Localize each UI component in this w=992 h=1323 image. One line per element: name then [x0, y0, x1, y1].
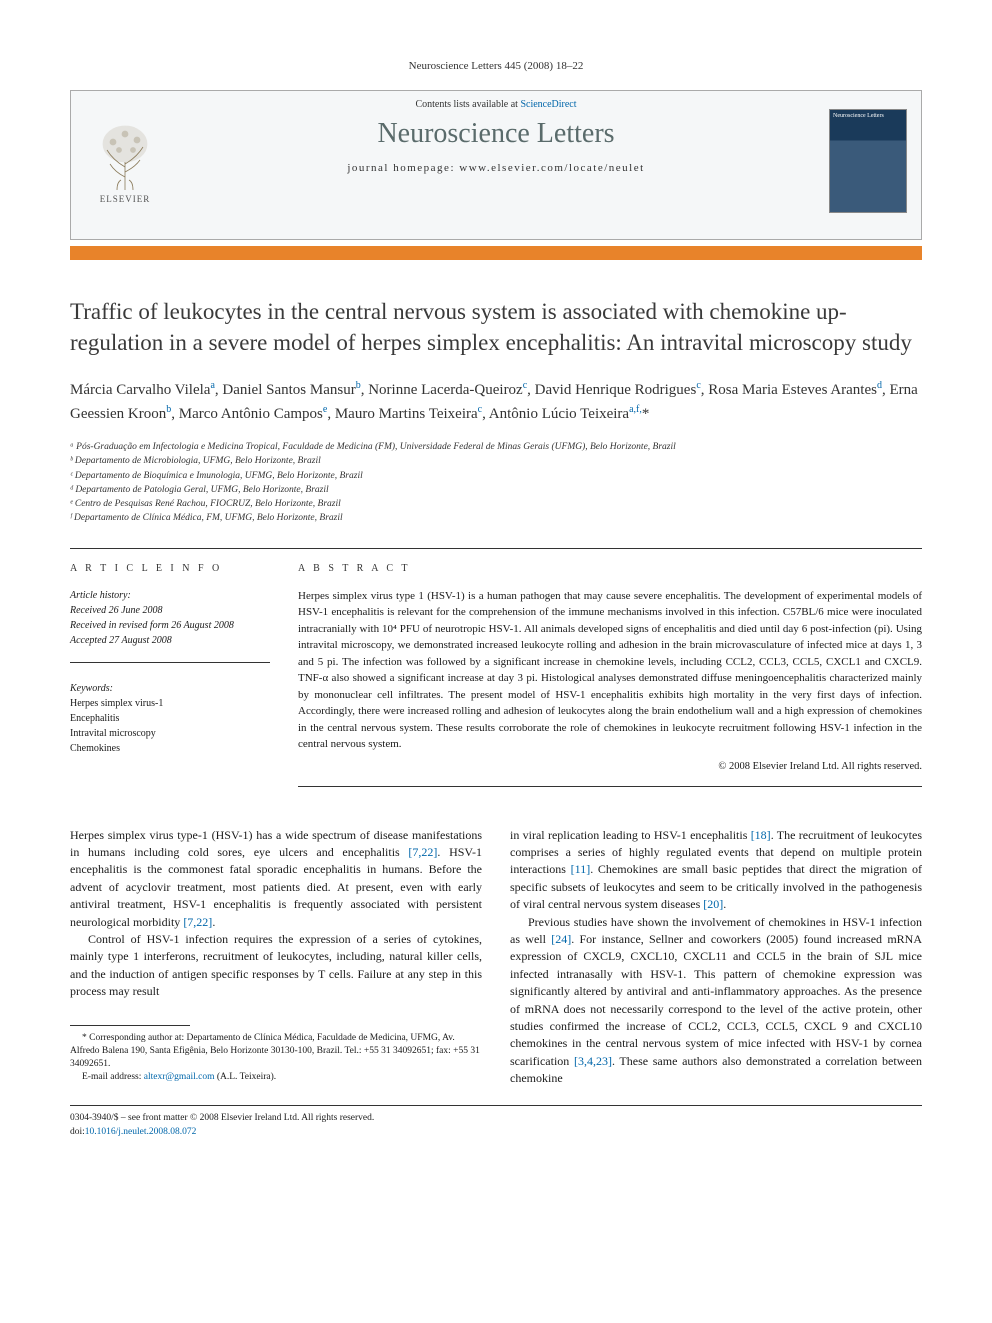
body-paragraph: in viral replication leading to HSV-1 en…	[510, 827, 922, 914]
article-info-label: A R T I C L E I N F O	[70, 563, 270, 574]
body-col-right: in viral replication leading to HSV-1 en…	[510, 827, 922, 1088]
email-label: E-mail address:	[82, 1072, 144, 1082]
history-revised: Received in revised form 26 August 2008	[70, 618, 270, 633]
ref-link[interactable]: [7,22]	[408, 845, 437, 859]
keyword-item: Intravital microscopy	[70, 726, 270, 741]
bottom-rule	[70, 1105, 922, 1106]
homepage-url: www.elsevier.com/locate/neulet	[459, 162, 644, 174]
affiliation-item: ᶠ Departamento de Clínica Médica, FM, UF…	[70, 511, 922, 525]
affiliation-item: ᵃ Pós-Graduação em Infectologia e Medici…	[70, 440, 922, 454]
keyword-item: Herpes simplex virus-1	[70, 696, 270, 711]
body-columns: Herpes simplex virus type-1 (HSV-1) has …	[70, 827, 922, 1088]
body-col-left: Herpes simplex virus type-1 (HSV-1) has …	[70, 827, 482, 1088]
journal-header-box: ELSEVIER Contents lists available at Sci…	[70, 90, 922, 240]
publisher-name: ELSEVIER	[100, 194, 151, 204]
keyword-item: Encephalitis	[70, 711, 270, 726]
affiliation-item: ᵉ Centro de Pesquisas René Rachou, FIOCR…	[70, 497, 922, 511]
contents-line: Contents lists available at ScienceDirec…	[71, 91, 921, 112]
article-title: Traffic of leukocytes in the central ner…	[70, 296, 922, 358]
ref-link[interactable]: [24]	[551, 932, 571, 946]
abstract-text: Herpes simplex virus type 1 (HSV-1) is a…	[298, 588, 922, 753]
history-received: Received 26 June 2008	[70, 603, 270, 618]
body-paragraph: Herpes simplex virus type-1 (HSV-1) has …	[70, 827, 482, 931]
doi-label: doi:	[70, 1127, 85, 1137]
orange-divider-bar	[70, 246, 922, 260]
ref-link[interactable]: [11]	[571, 862, 591, 876]
author-email-link[interactable]: altexr@gmail.com	[144, 1072, 215, 1082]
ref-link[interactable]: [7,22]	[183, 915, 212, 929]
doi-line: doi:10.1016/j.neulet.2008.08.072	[70, 1126, 922, 1139]
contents-prefix: Contents lists available at	[415, 99, 520, 110]
author-list: Márcia Carvalho Vilelaa, Daniel Santos M…	[70, 378, 922, 426]
article-history: Article history: Received 26 June 2008 R…	[70, 588, 270, 663]
history-accepted: Accepted 27 August 2008	[70, 633, 270, 648]
history-label: Article history:	[70, 588, 270, 603]
footnotes: * Corresponding author at: Departamento …	[70, 1032, 482, 1085]
ref-link[interactable]: [3,4,23]	[574, 1054, 612, 1068]
ref-link[interactable]: [20]	[703, 897, 723, 911]
front-matter-line: 0304-3940/$ – see front matter © 2008 El…	[70, 1112, 922, 1125]
abstract-copyright: © 2008 Elsevier Ireland Ltd. All rights …	[298, 761, 922, 786]
keyword-item: Chemokines	[70, 741, 270, 756]
body-paragraph: Control of HSV-1 infection requires the …	[70, 931, 482, 1001]
corresponding-author-note: * Corresponding author at: Departamento …	[70, 1032, 482, 1072]
footnote-rule	[70, 1025, 190, 1026]
affiliations-list: ᵃ Pós-Graduação em Infectologia e Medici…	[70, 440, 922, 526]
top-citation: Neuroscience Letters 445 (2008) 18–22	[70, 60, 922, 72]
keywords-label: Keywords:	[70, 681, 270, 696]
doi-link[interactable]: 10.1016/j.neulet.2008.08.072	[85, 1127, 197, 1137]
elsevier-tree-icon	[95, 122, 155, 192]
abstract-label: A B S T R A C T	[298, 563, 922, 574]
keywords-block: Keywords: Herpes simplex virus-1Encephal…	[70, 681, 270, 756]
affiliation-item: ᵈ Departamento de Patologia Geral, UFMG,…	[70, 483, 922, 497]
elsevier-logo: ELSEVIER	[85, 113, 165, 213]
affiliation-item: ᵇ Departamento de Microbiologia, UFMG, B…	[70, 454, 922, 468]
body-paragraph: Previous studies have shown the involvem…	[510, 914, 922, 1088]
ref-link[interactable]: [18]	[751, 828, 771, 842]
journal-cover-thumbnail: Neuroscience Letters	[829, 109, 907, 213]
sciencedirect-link[interactable]: ScienceDirect	[520, 99, 576, 110]
email-suffix: (A.L. Teixeira).	[214, 1072, 276, 1082]
journal-homepage: journal homepage: www.elsevier.com/locat…	[71, 162, 921, 188]
homepage-label: journal homepage:	[347, 162, 459, 174]
cover-title: Neuroscience Letters	[830, 110, 906, 122]
email-line: E-mail address: altexr@gmail.com (A.L. T…	[70, 1071, 482, 1084]
journal-name: Neuroscience Letters	[71, 112, 921, 162]
affiliation-item: ᶜ Departamento de Bioquímica e Imunologi…	[70, 469, 922, 483]
